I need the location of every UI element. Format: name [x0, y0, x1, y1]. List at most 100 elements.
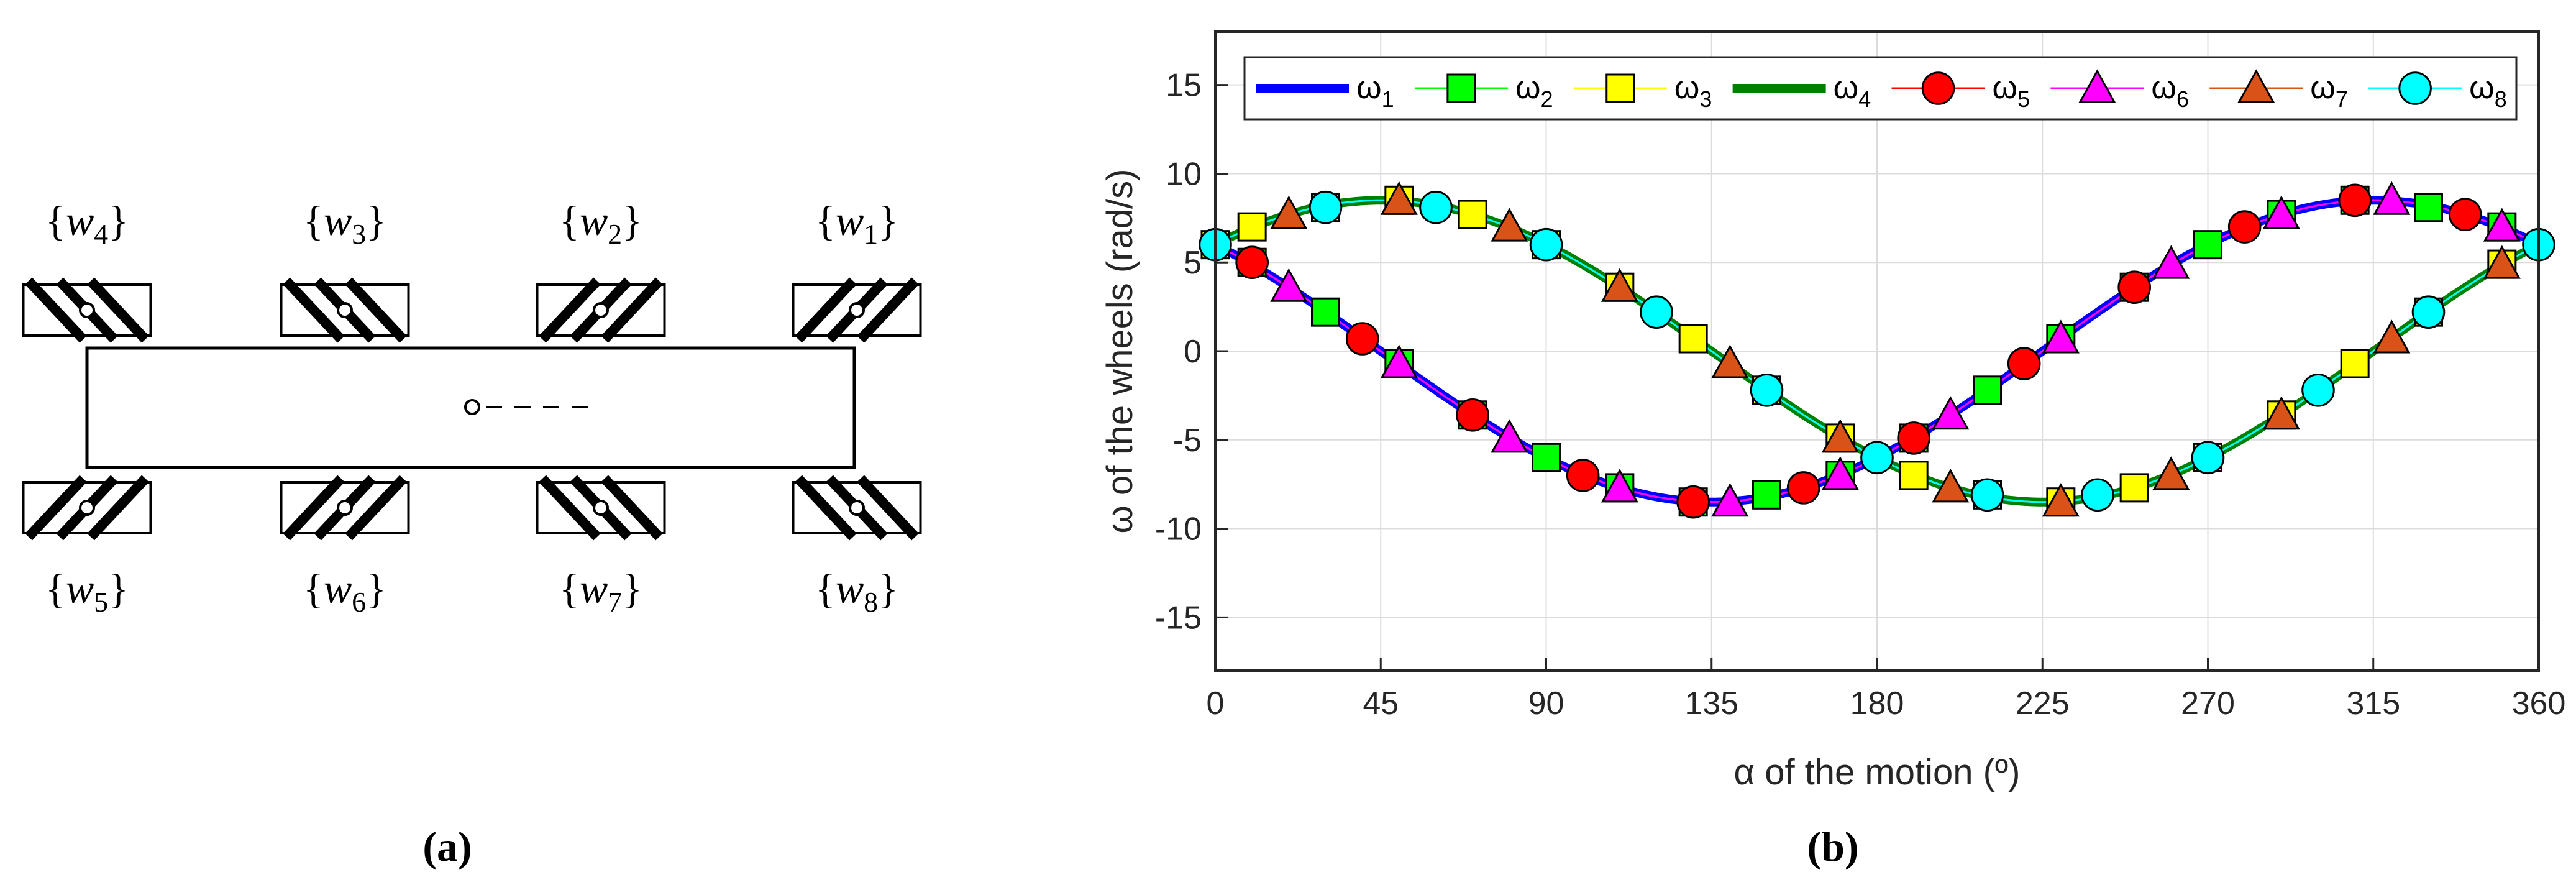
data-point-w6: [1711, 483, 1749, 517]
roller-stripe: [283, 277, 345, 343]
wheel-w2: [536, 277, 666, 343]
legend-entry-w4: ω4: [1732, 70, 1871, 112]
data-point-w7: [1711, 344, 1749, 378]
data-point-w6: [2262, 195, 2300, 229]
data-point-w6: [2042, 319, 2080, 354]
legend-label: ω5: [1993, 70, 2030, 112]
y-tick-label: 5: [1184, 245, 1202, 281]
wheel-label-w2: {w2}: [559, 197, 642, 250]
data-point-w2: [1311, 297, 1340, 327]
legend-swatch-marker: [2237, 69, 2275, 103]
data-point-w6: [1932, 396, 1970, 430]
data-point-w5: [1345, 322, 1379, 356]
legend-entry-w7: ω7: [2209, 69, 2348, 112]
data-point-w8: [1970, 478, 2004, 512]
x-tick-label: 0: [1207, 686, 1225, 722]
data-point-w6: [1601, 469, 1638, 503]
y-axis-label: ω of the wheels (rad/s): [1100, 169, 1140, 534]
data-point-w3: [1458, 200, 1487, 229]
legend-entry-w1: ω1: [1256, 70, 1394, 112]
data-point-w6: [2483, 208, 2521, 242]
roller-stripe: [795, 475, 857, 541]
data-point-w8: [2191, 441, 2225, 475]
legend-entry-w6: ω6: [2050, 69, 2189, 112]
data-point-w5: [1676, 485, 1710, 519]
data-point-w7: [1270, 195, 1308, 229]
data-point-w5: [1235, 245, 1269, 280]
wheel-group: [22, 277, 922, 541]
legend-entry-w8: ω8: [2368, 70, 2507, 112]
roller-stripe: [25, 277, 87, 343]
legend-swatch-marker: [1921, 71, 1955, 105]
roller-stripe: [283, 475, 345, 541]
wheel-hub: [337, 302, 353, 318]
wheel-label-w1: {w1}: [815, 197, 898, 250]
wheel-hub: [79, 302, 95, 318]
data-point-w7: [2483, 245, 2521, 279]
wheel-label-w5: {w5}: [45, 565, 129, 618]
plot-series: [1199, 181, 2555, 519]
data-point-w3: [2119, 473, 2149, 503]
x-tick-label: 135: [1684, 686, 1738, 722]
x-tick-label: 270: [2181, 686, 2235, 722]
wheel-label-w6: {w6}: [303, 565, 386, 618]
wheel-label-w7: {w7}: [559, 565, 642, 618]
data-point-w7: [1932, 469, 1970, 503]
y-tick-label: 0: [1184, 334, 1202, 370]
roller-stripe: [857, 277, 919, 343]
panel-b-chart: 0 45 90 135 180 225 270 315 360 -15 -10 -5 0 5 10 15 ω1…: [1100, 30, 2565, 870]
data-point-w8: [1419, 190, 1453, 224]
x-tick-label: 180: [1850, 686, 1904, 722]
wheel-w1: [792, 277, 922, 343]
data-point-w5: [1897, 421, 1930, 455]
wheel-w6: [280, 475, 410, 541]
legend-swatch-marker: [2398, 71, 2432, 105]
legend-entry-w5: ω5: [1891, 70, 2030, 112]
data-point-w8: [1750, 374, 1784, 407]
data-point-w5: [2117, 270, 2151, 305]
data-point-w8: [1309, 190, 1343, 224]
plot-grid: [1215, 32, 2539, 671]
roller-stripe: [539, 277, 601, 343]
data-point-w8: [1529, 227, 1563, 262]
wheel-label-w4: {w4}: [45, 197, 129, 250]
panel-a-robot-diagram: {w4} {w3} {w2} {w1} {w5} {w6} {w7} {w8} …: [22, 197, 922, 870]
data-point-w7: [2262, 396, 2300, 430]
data-point-w5: [2338, 183, 2372, 218]
wheel-label-w3: {w3}: [303, 197, 386, 250]
y-tick-label: 10: [1166, 156, 1202, 192]
wheel-hub: [593, 302, 609, 318]
roller-stripe: [601, 475, 663, 541]
wheel-w4: [22, 277, 152, 343]
wheel-w8: [792, 475, 922, 541]
legend-label: ω3: [1674, 70, 1712, 112]
legend-swatch-marker: [1446, 73, 1476, 103]
data-point-w6: [2152, 245, 2190, 279]
roller-stripe: [795, 277, 857, 343]
data-point-w6: [1821, 456, 1859, 490]
roller-stripe: [539, 475, 601, 541]
wheel-w3: [280, 277, 410, 343]
x-tick-label: 315: [2346, 686, 2400, 722]
data-point-w7: [2152, 456, 2190, 490]
plot-frame: [1214, 30, 2540, 672]
wheel-hub: [849, 500, 865, 516]
data-point-w2: [1532, 443, 1561, 472]
data-point-w3: [1899, 461, 1929, 490]
data-point-w7: [2373, 319, 2411, 354]
data-point-w5: [2007, 347, 2041, 380]
data-point-w7: [2042, 483, 2080, 517]
series-markers: [1199, 181, 2555, 519]
data-point-w7: [1491, 208, 1528, 242]
data-point-w5: [1786, 471, 1820, 505]
wheel-w7: [536, 475, 666, 541]
data-point-w3: [2340, 349, 2370, 378]
x-axis-label: α of the motion (º): [1734, 752, 2021, 792]
data-point-w8: [1640, 295, 1673, 329]
data-point-w5: [1566, 459, 1600, 492]
data-point-w7: [1821, 419, 1859, 453]
data-point-w2: [1752, 480, 1781, 510]
chart-legend: ω1 ω2 ω3 ω4 ω5 ω6 ω7 ω8: [1243, 56, 2518, 121]
wheel-w5: [22, 475, 152, 541]
